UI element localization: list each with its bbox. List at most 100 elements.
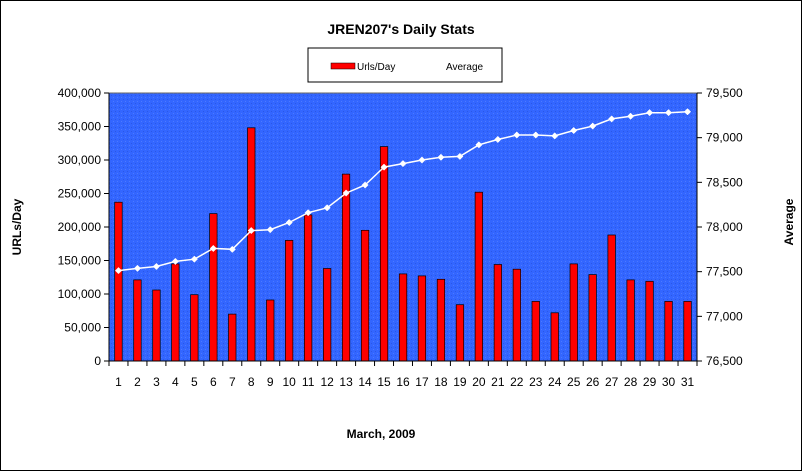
x-tick-label-30: 30 <box>662 375 676 389</box>
average-point-25 <box>570 126 578 135</box>
bar-31 <box>683 301 692 362</box>
x-tick-label-15: 15 <box>377 375 391 389</box>
y-axis-ticks-left: 0 50,000 100,000 150,000 200,000 250,000 300,0… <box>58 86 109 368</box>
average-point-16 <box>399 160 407 168</box>
y-tick-label: 250,000 <box>58 187 102 201</box>
y2-axis-title: Average <box>782 198 796 245</box>
bar-11 <box>304 214 313 362</box>
x-tick-label-7: 7 <box>229 375 236 389</box>
bar-26 <box>588 274 597 362</box>
x-tick-label-10: 10 <box>283 375 297 389</box>
x-tick-label-28: 28 <box>624 375 638 389</box>
average-point-13 <box>342 189 350 197</box>
y-tick-label: 200,000 <box>58 220 102 234</box>
x-tick-label-5: 5 <box>191 375 198 389</box>
chart-title: JREN207's Daily Stats <box>327 21 475 37</box>
average-point-14 <box>361 181 369 189</box>
average-point-20 <box>475 141 483 149</box>
x-tick-label-3: 3 <box>153 375 160 389</box>
bar-29 <box>645 280 654 362</box>
bar-13 <box>341 173 351 362</box>
x-tick-label-1: 1 <box>115 375 122 389</box>
x-tick-label-22: 22 <box>510 375 524 389</box>
y-tick-label: 100,000 <box>58 287 102 301</box>
average-point-5 <box>190 255 198 263</box>
x-tick-label-6: 6 <box>210 375 217 389</box>
average-point-18 <box>437 153 445 161</box>
average-point-23 <box>532 131 540 139</box>
average-point-1 <box>114 267 123 275</box>
bar-4 <box>171 263 180 362</box>
bar-10 <box>285 240 294 362</box>
x-tick-label-9: 9 <box>267 375 274 389</box>
x-tick-label-12: 12 <box>320 375 334 389</box>
legend-label-urls-day: Urls/Day <box>357 62 395 73</box>
y-tick-label: 150,000 <box>58 254 102 268</box>
average-point-9 <box>266 226 274 234</box>
bar-22 <box>512 268 521 362</box>
bar-28 <box>626 279 635 362</box>
x-tick-label-11: 11 <box>302 375 315 389</box>
bar-20 <box>474 191 483 362</box>
bar-6 <box>209 213 218 362</box>
average-point-6 <box>209 244 217 252</box>
average-point-22 <box>513 131 521 139</box>
y2-tick-label: 78,000 <box>706 220 743 234</box>
bar-7 <box>228 313 237 362</box>
x-tick-label-29: 29 <box>643 375 657 389</box>
bar-25 <box>569 263 578 362</box>
x-tick-label-25: 25 <box>567 375 581 389</box>
x-tick-label-4: 4 <box>172 375 179 389</box>
bar-5 <box>190 294 199 362</box>
x-tick-label-14: 14 <box>358 375 372 389</box>
y-tick-label: 300,000 <box>58 153 102 167</box>
legend-label-average: Average <box>446 62 484 73</box>
bar-18 <box>436 278 446 362</box>
average-point-26 <box>589 122 597 130</box>
bar-19 <box>455 304 465 362</box>
legend: Urls/Day Average <box>307 47 503 83</box>
bar-3 <box>152 289 161 362</box>
bar-14 <box>360 229 370 362</box>
average-point-31 <box>683 108 692 116</box>
x-axis-title: March, 2009 <box>347 427 416 441</box>
bar-27 <box>607 234 616 362</box>
y2-tick-label: 76,500 <box>706 354 743 368</box>
y2-tick-label: 77,500 <box>706 265 743 279</box>
y-tick-label: 50,000 <box>64 321 101 335</box>
bar-16 <box>398 273 408 362</box>
bar-1 <box>114 201 123 362</box>
bar-23 <box>531 301 540 362</box>
bar-2 <box>133 279 142 362</box>
average-point-10 <box>285 218 293 227</box>
x-tick-label-24: 24 <box>548 375 562 389</box>
x-tick-label-23: 23 <box>529 375 543 389</box>
bar-12 <box>323 268 332 362</box>
bar-15 <box>379 146 389 362</box>
bar-series <box>114 127 692 362</box>
bar-24 <box>550 312 559 362</box>
x-tick-label-13: 13 <box>339 375 353 389</box>
x-tick-label-16: 16 <box>396 375 410 389</box>
y2-tick-label: 78,500 <box>706 175 743 189</box>
x-tick-label-27: 27 <box>605 375 619 389</box>
average-line-series <box>114 108 692 275</box>
x-tick-label-17: 17 <box>415 375 429 389</box>
x-tick-label-8: 8 <box>248 375 255 389</box>
legend-swatch-bar <box>330 62 356 70</box>
x-tick-label-19: 19 <box>453 375 467 389</box>
average-point-17 <box>418 156 426 164</box>
x-tick-label-31: 31 <box>681 375 695 389</box>
y-axis-title: URLs/Day <box>10 198 24 255</box>
average-point-11 <box>304 209 312 217</box>
x-axis-ticks: 1 2 3 4 5 6 7 8 9 10 11 12 13 14 15 16 17 18 19 20 21 22 23 24 2… <box>108 361 698 389</box>
y2-tick-label: 79,500 <box>706 86 743 100</box>
average-point-30 <box>664 109 673 117</box>
average-point-8 <box>247 227 255 235</box>
average-point-28 <box>627 112 635 120</box>
y-tick-label: 0 <box>94 354 101 368</box>
y-tick-label: 400,000 <box>58 86 102 100</box>
x-tick-label-26: 26 <box>586 375 600 389</box>
bar-8 <box>247 127 256 362</box>
x-tick-label-2: 2 <box>134 375 141 389</box>
